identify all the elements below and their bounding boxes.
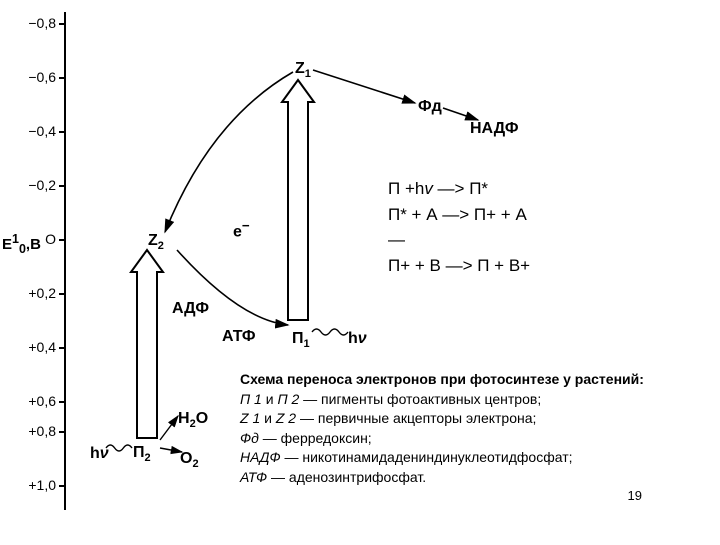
y-tick-label: −0,2 (8, 177, 56, 193)
y-tick-label: −0,4 (8, 123, 56, 139)
node-hv1: hν (348, 330, 367, 348)
equation-line: П* + А —> П+ + А (388, 202, 530, 228)
reaction-equations: П +hv —> П*П* + А —> П+ + А—П+ + В —> П … (388, 176, 530, 278)
node-hv2: hν (90, 445, 109, 463)
y-tick-label: +0,8 (8, 423, 56, 439)
y-tick-label: +1,0 (8, 477, 56, 493)
node-e: e− (233, 218, 250, 241)
y-tick-label: −0,8 (8, 15, 56, 31)
node-z1: Z1 (295, 60, 311, 80)
node-p2: П2 (133, 444, 151, 464)
node-p1: П1 (292, 330, 310, 350)
page-number: 19 (628, 488, 642, 503)
caption-legend: Схема переноса электронов при фотосинтез… (240, 370, 644, 488)
y-tick-label: −0,6 (8, 69, 56, 85)
node-nadf: НАДФ (470, 120, 519, 138)
y-tick-label: +0,4 (8, 339, 56, 355)
caption-title: Схема переноса электронов при фотосинтез… (240, 370, 644, 390)
y-tick-label: +0,2 (8, 285, 56, 301)
node-o2: O2 (180, 450, 199, 470)
node-z2: Z2 (148, 232, 164, 252)
node-fd: Фд (418, 98, 442, 116)
z-scheme-diagram: E10,В −0,8−0,6−0,4−0,2О+0,2+0,4+0,6+0,8+… (0, 0, 720, 540)
caption-item: П 1 и П 2 — пигменты фотоактивных центро… (240, 390, 644, 410)
y-tick-label: +0,6 (8, 393, 56, 409)
node-atf: АТФ (222, 328, 256, 346)
caption-item: НАДФ — никотинамидадениндинуклеотидфосфа… (240, 448, 644, 468)
equation-line: — (388, 227, 530, 253)
equation-line: П +hv —> П* (388, 176, 530, 202)
y-tick-label: О (8, 231, 56, 247)
equation-line: П+ + В —> П + В+ (388, 253, 530, 279)
node-h2o: H2O (178, 410, 208, 430)
caption-item: АТФ — аденозинтрифосфат. (240, 468, 644, 488)
caption-item: Фд — ферредоксин; (240, 429, 644, 449)
node-adf: АДФ (172, 300, 209, 318)
caption-item: Z 1 и Z 2 — первичные акцепторы электрон… (240, 409, 644, 429)
